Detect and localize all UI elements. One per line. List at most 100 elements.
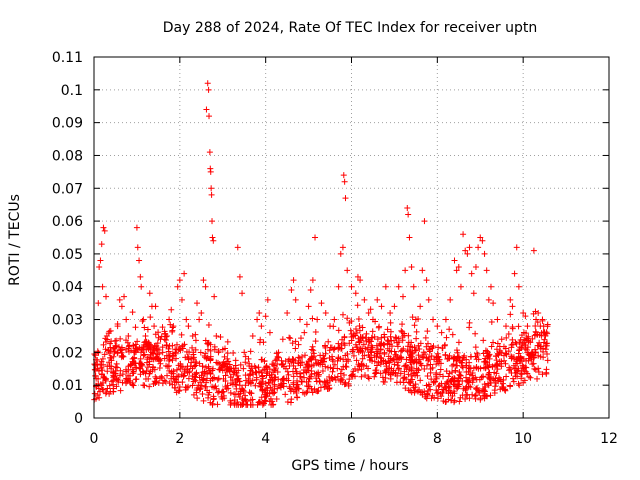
data-point	[430, 343, 437, 350]
data-point	[521, 336, 528, 343]
data-point	[519, 364, 526, 371]
data-point	[433, 390, 440, 397]
data-point	[216, 366, 223, 373]
data-point	[338, 375, 345, 382]
data-point	[517, 370, 524, 377]
data-point	[236, 273, 243, 280]
data-point	[255, 399, 262, 406]
data-point	[382, 374, 389, 381]
data-point	[340, 371, 347, 378]
data-point	[315, 360, 322, 367]
data-point	[450, 361, 457, 368]
data-point	[214, 360, 221, 367]
data-point	[143, 367, 150, 374]
data-point	[329, 356, 336, 363]
data-point	[472, 330, 479, 337]
y-tick-label: 0.06	[52, 214, 83, 230]
data-point	[401, 374, 408, 381]
data-point	[457, 372, 464, 379]
data-point	[164, 372, 171, 379]
data-point	[394, 362, 401, 369]
data-point	[382, 283, 389, 290]
data-point	[390, 369, 397, 376]
data-point	[398, 327, 405, 334]
y-tick-label: 0.09	[52, 116, 83, 132]
data-point	[259, 373, 266, 380]
data-point	[346, 376, 353, 383]
data-point	[116, 296, 123, 303]
data-point	[249, 396, 256, 403]
data-point	[164, 363, 171, 370]
data-point	[527, 339, 534, 346]
data-point	[386, 341, 393, 348]
data-point	[309, 277, 316, 284]
data-point	[348, 318, 355, 325]
data-point	[535, 309, 542, 316]
data-point	[267, 384, 274, 391]
data-point	[472, 264, 479, 271]
data-point	[512, 373, 519, 380]
data-point	[102, 346, 109, 353]
data-point	[536, 339, 543, 346]
data-point	[484, 348, 491, 355]
data-point	[196, 316, 203, 323]
data-point	[179, 342, 186, 349]
data-point	[466, 319, 473, 326]
data-point	[410, 370, 417, 377]
data-point	[374, 336, 381, 343]
data-point	[133, 224, 140, 231]
data-point	[292, 345, 299, 352]
data-point	[169, 327, 176, 334]
data-point	[381, 334, 388, 341]
data-point	[260, 400, 267, 407]
data-point	[405, 371, 412, 378]
data-point	[464, 377, 471, 384]
data-point	[207, 367, 214, 374]
data-point	[196, 386, 203, 393]
data-point	[345, 380, 352, 387]
data-point	[543, 370, 550, 377]
data-point	[209, 218, 216, 225]
data-point	[423, 355, 430, 362]
data-point	[481, 358, 488, 365]
data-point	[141, 351, 148, 358]
data-point	[303, 389, 310, 396]
data-point	[224, 338, 231, 345]
data-point	[200, 377, 207, 384]
y-tick-label: 0.07	[52, 181, 83, 197]
data-point	[235, 401, 242, 408]
data-point	[166, 356, 173, 363]
data-point	[205, 322, 212, 329]
data-point	[258, 323, 265, 330]
data-point	[391, 303, 398, 310]
data-point	[520, 355, 527, 362]
data-point	[434, 323, 441, 330]
data-point	[405, 332, 412, 339]
data-point	[472, 391, 479, 398]
data-point	[344, 356, 351, 363]
y-tick-label: 0.01	[52, 378, 83, 394]
data-point	[318, 300, 325, 307]
data-point	[445, 373, 452, 380]
data-point	[231, 368, 238, 375]
data-point	[290, 379, 297, 386]
data-point	[508, 342, 515, 349]
data-point	[382, 369, 389, 376]
data-point	[158, 373, 165, 380]
data-point	[106, 350, 113, 357]
data-point	[446, 326, 453, 333]
data-point	[438, 380, 445, 387]
dense-band	[91, 302, 551, 408]
data-point	[495, 374, 502, 381]
data-point	[190, 354, 197, 361]
data-point	[341, 178, 348, 185]
data-point	[474, 351, 481, 358]
data-point	[381, 379, 388, 386]
data-point	[491, 369, 498, 376]
data-point	[200, 397, 207, 404]
data-point	[449, 369, 456, 376]
data-point	[400, 345, 407, 352]
data-point	[489, 363, 496, 370]
data-point	[426, 345, 433, 352]
